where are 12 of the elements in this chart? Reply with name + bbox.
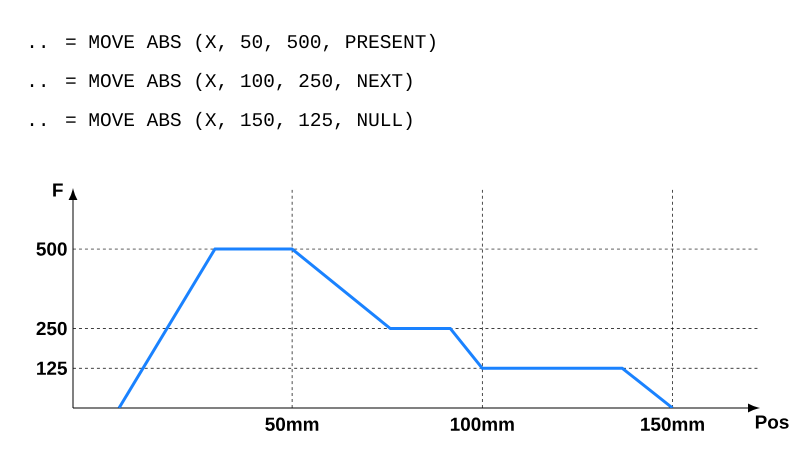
text: .. = MOVE ABS (X, 50, 500, PRESENT)	[30, 34, 435, 52]
y-tick-label: 250	[36, 322, 67, 336]
x-tick-label: 100mm	[450, 418, 514, 431]
y-tick-label: 500	[36, 242, 67, 256]
y-axis-title: F	[53, 183, 63, 197]
y-tick-label: 125	[37, 362, 67, 375]
text: .. = MOVE ABS (X, 150, 125, NULL)	[30, 112, 412, 130]
x-tick-label: 150mm	[641, 418, 704, 431]
text: .. = MOVE ABS (X, 100, 250, NEXT)	[30, 72, 412, 92]
x-tick-label: 50mm	[265, 418, 318, 431]
x-axis-title: Pos	[756, 416, 789, 429]
line-series	[118, 248, 674, 408]
